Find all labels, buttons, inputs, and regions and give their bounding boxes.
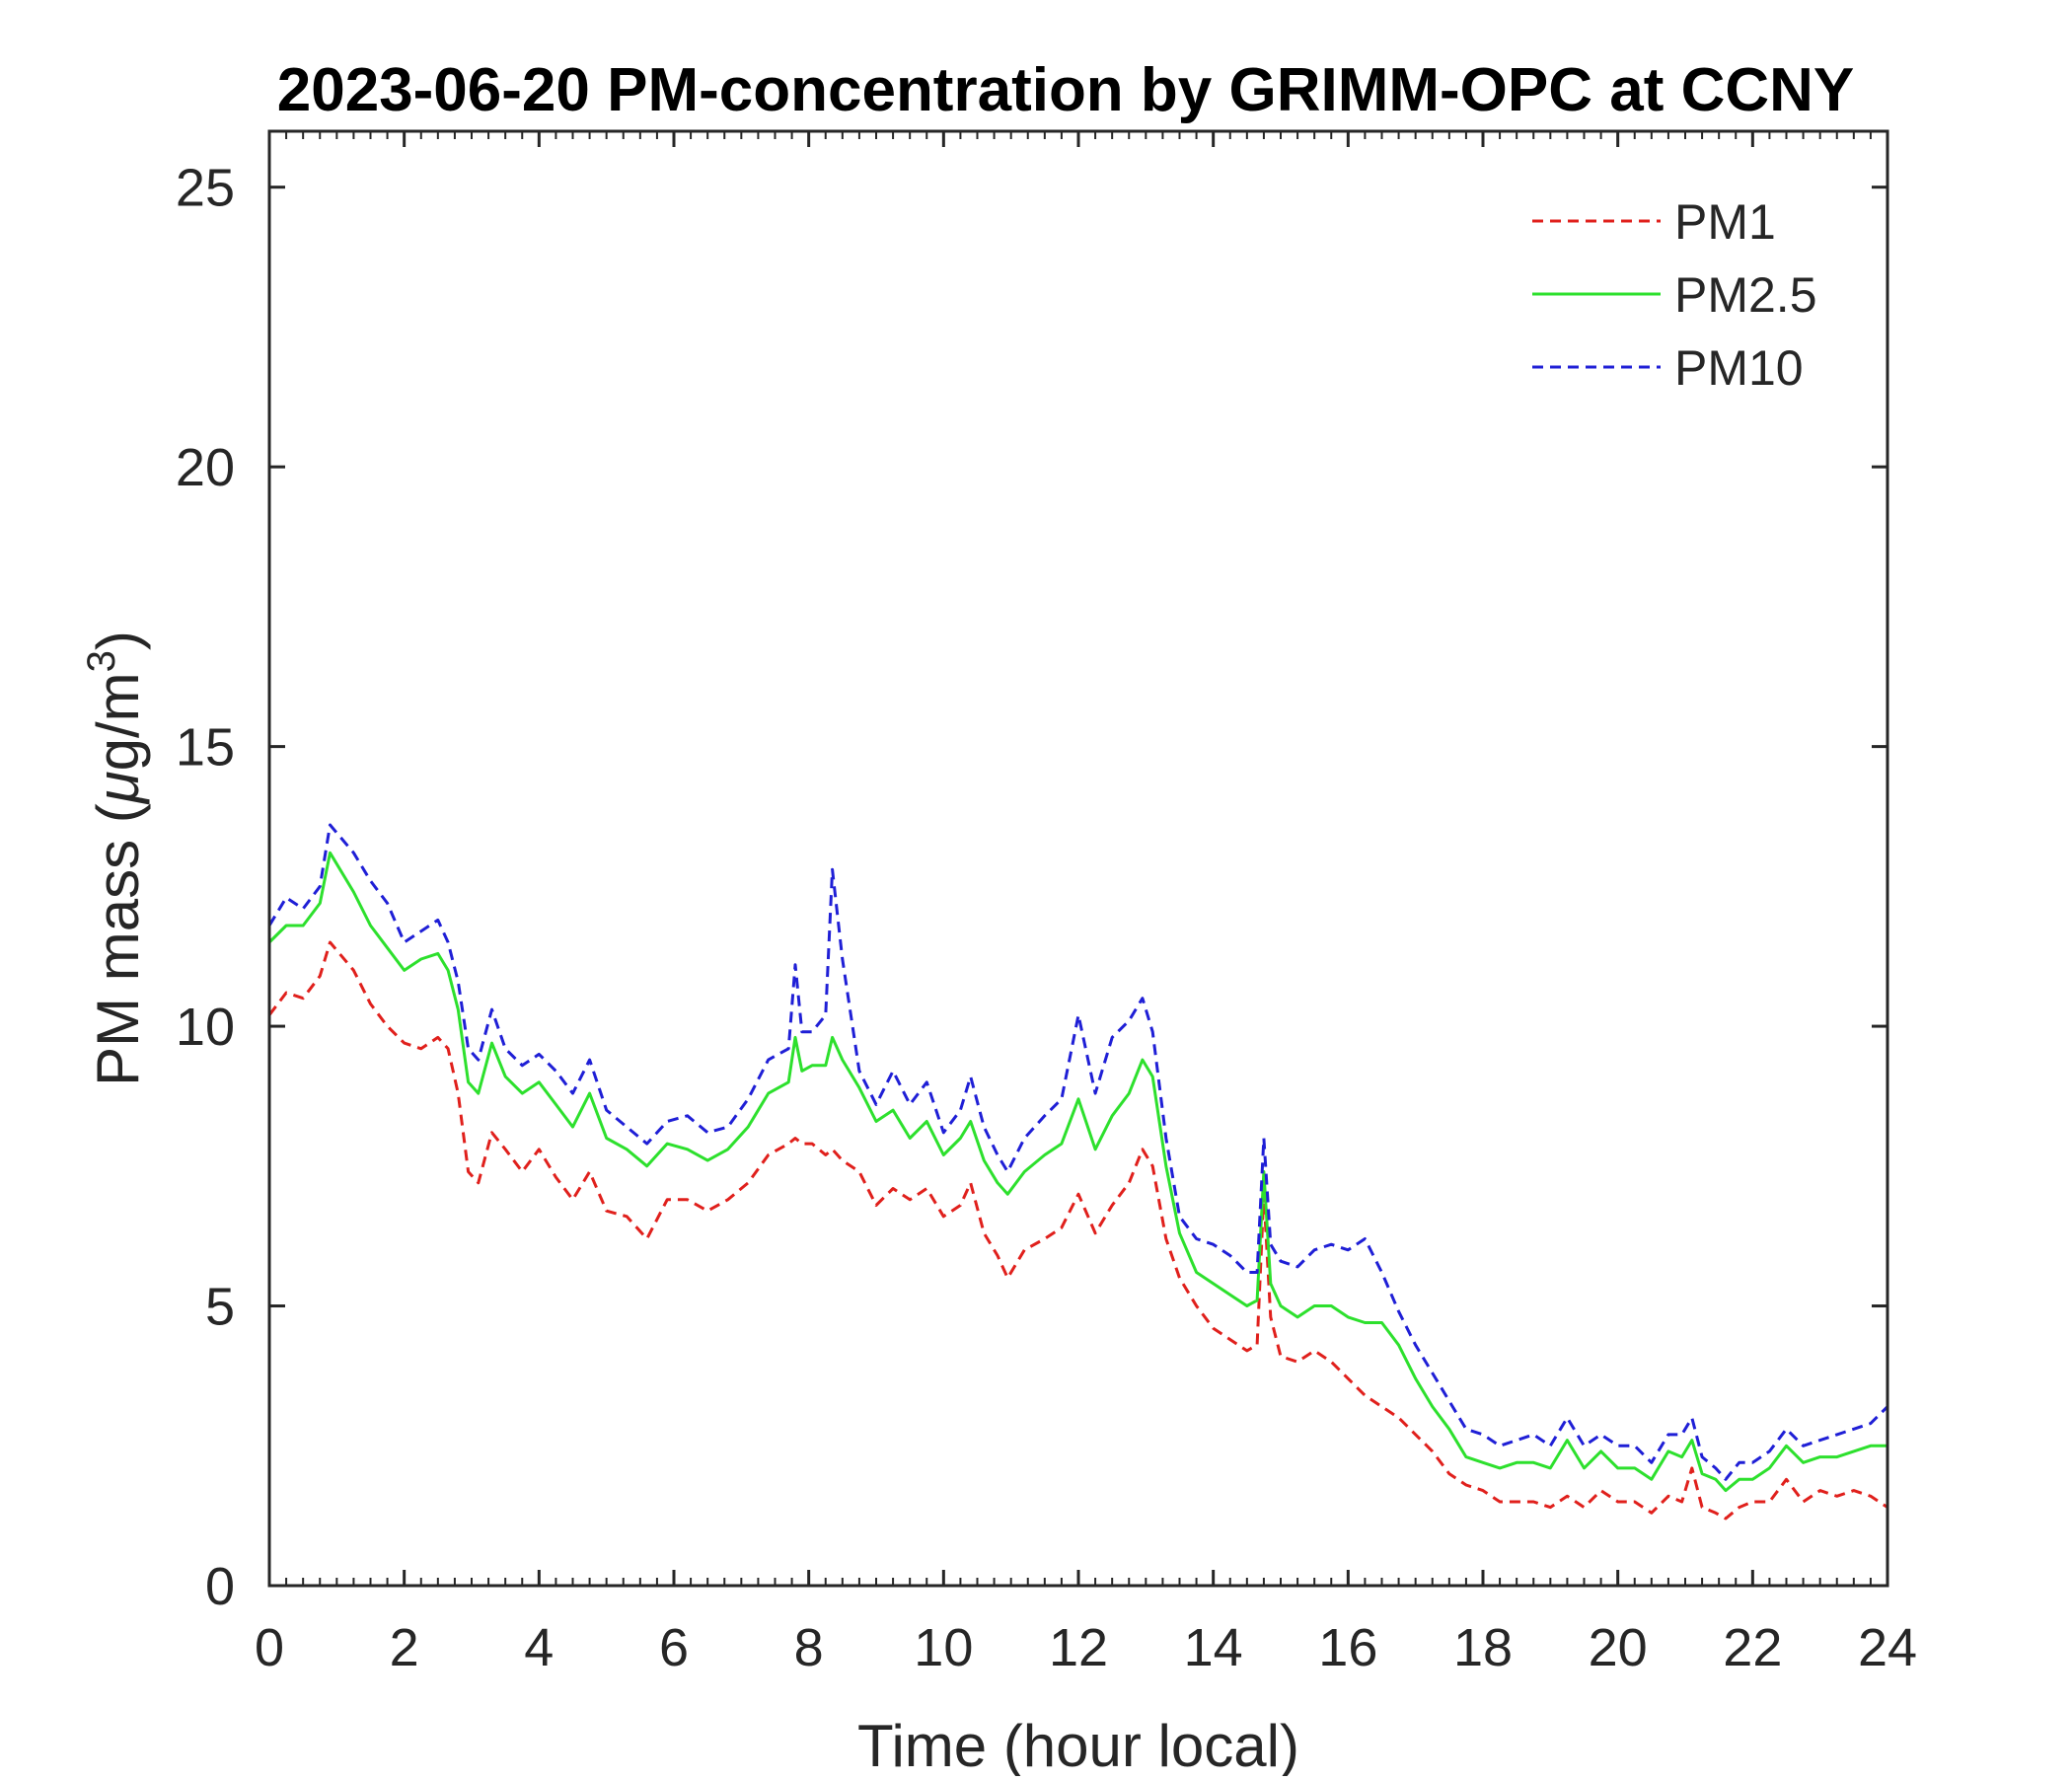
x-tick-label: 2 [390, 1618, 419, 1677]
series-line-pm1 [267, 940, 1888, 1521]
y-tick-label: 0 [205, 1557, 235, 1616]
x-tick-label: 6 [659, 1618, 689, 1677]
y-tick-label: 20 [176, 438, 235, 497]
x-tick-label: 0 [255, 1618, 284, 1677]
x-tick-label: 12 [1049, 1618, 1108, 1677]
y-tick-label: 25 [176, 159, 235, 218]
y-axis-label-close: ) [85, 631, 151, 650]
y-axis-label-exponent: 3 [80, 650, 123, 672]
chart-title: 2023-06-20 PM-concentration by GRIMM-OPC… [277, 56, 1855, 124]
data-series [267, 823, 1889, 1521]
y-axis-label: PM mass (μg/m3) [80, 631, 151, 1086]
y-tick-label: 5 [205, 1278, 235, 1337]
plot-area [269, 131, 1887, 1586]
legend-label: PM1 [1674, 194, 1776, 250]
legend-label: PM2.5 [1674, 267, 1817, 323]
y-axis-label-mu: μ [85, 771, 151, 805]
series-line-pm2-5 [267, 851, 1887, 1493]
legend: PM1 PM2.5 PM10 [1532, 194, 1817, 396]
x-tick-label: 14 [1184, 1618, 1243, 1677]
y-axis-label-main: PM mass ( [85, 803, 151, 1086]
y-tick-labels: 0 5 10 15 20 25 [176, 159, 235, 1616]
x-tick-label: 18 [1453, 1618, 1513, 1677]
x-tick-label: 22 [1723, 1618, 1782, 1677]
x-tick-label: 24 [1858, 1618, 1917, 1677]
x-tick-label: 8 [794, 1618, 824, 1677]
x-tick-label: 20 [1589, 1618, 1648, 1677]
x-tick-labels: 0 2 4 6 8 10 12 14 16 18 20 22 24 [255, 1618, 1917, 1677]
x-tick-label: 16 [1318, 1618, 1377, 1677]
x-tick-label: 4 [524, 1618, 554, 1677]
y-axis-label-unit: g/m [85, 672, 151, 771]
series-line-pm10 [267, 823, 1889, 1481]
y-tick-label: 10 [176, 998, 235, 1057]
y-tick-label: 15 [176, 718, 235, 778]
legend-label: PM10 [1674, 340, 1804, 396]
x-tick-label: 10 [914, 1618, 973, 1677]
x-axis-label: Time (hour local) [857, 1713, 1299, 1776]
plot-frame [267, 129, 1889, 1588]
